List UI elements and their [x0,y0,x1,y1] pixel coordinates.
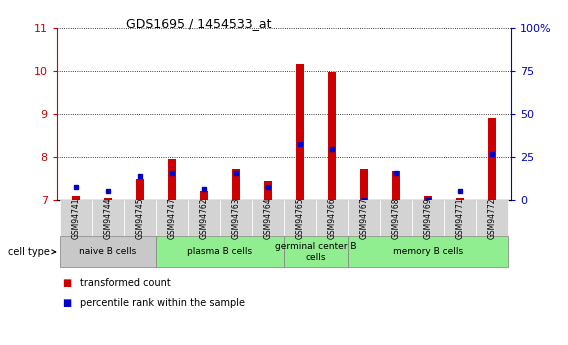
Bar [136,179,144,200]
Bar [360,169,369,200]
Text: GSM94763: GSM94763 [232,197,240,239]
Bar [168,159,177,200]
Bar [199,191,208,200]
Text: percentile rank within the sample: percentile rank within the sample [80,298,244,308]
Bar [232,169,240,200]
Text: GSM94766: GSM94766 [328,197,336,239]
Text: GSM94744: GSM94744 [103,197,112,239]
Bar [72,196,81,200]
Bar [424,196,432,200]
Bar [264,181,273,200]
Text: GSM94767: GSM94767 [360,197,369,239]
Text: GSM94762: GSM94762 [199,197,208,239]
Bar [456,198,465,200]
Text: GSM94747: GSM94747 [168,197,177,239]
Text: GSM94765: GSM94765 [295,197,304,239]
Text: naive B cells: naive B cells [80,247,137,256]
Text: GSM94771: GSM94771 [456,197,465,239]
Text: GSM94764: GSM94764 [264,197,273,239]
Text: GSM94769: GSM94769 [424,197,432,239]
Text: GSM94768: GSM94768 [391,197,400,239]
Text: GSM94741: GSM94741 [72,197,81,239]
Text: germinal center B
cells: germinal center B cells [275,242,357,262]
Text: plasma B cells: plasma B cells [187,247,253,256]
Text: transformed count: transformed count [80,278,170,288]
Text: memory B cells: memory B cells [393,247,463,256]
Text: GSM94772: GSM94772 [487,197,496,239]
Text: cell type: cell type [8,247,50,257]
Bar [295,64,304,200]
Text: ■: ■ [62,298,72,308]
Bar [391,171,400,200]
Text: GDS1695 / 1454533_at: GDS1695 / 1454533_at [126,17,272,30]
Bar [103,198,112,200]
Bar [487,118,496,200]
Text: GSM94745: GSM94745 [136,197,144,239]
Text: ■: ■ [62,278,72,288]
Bar [328,72,336,200]
